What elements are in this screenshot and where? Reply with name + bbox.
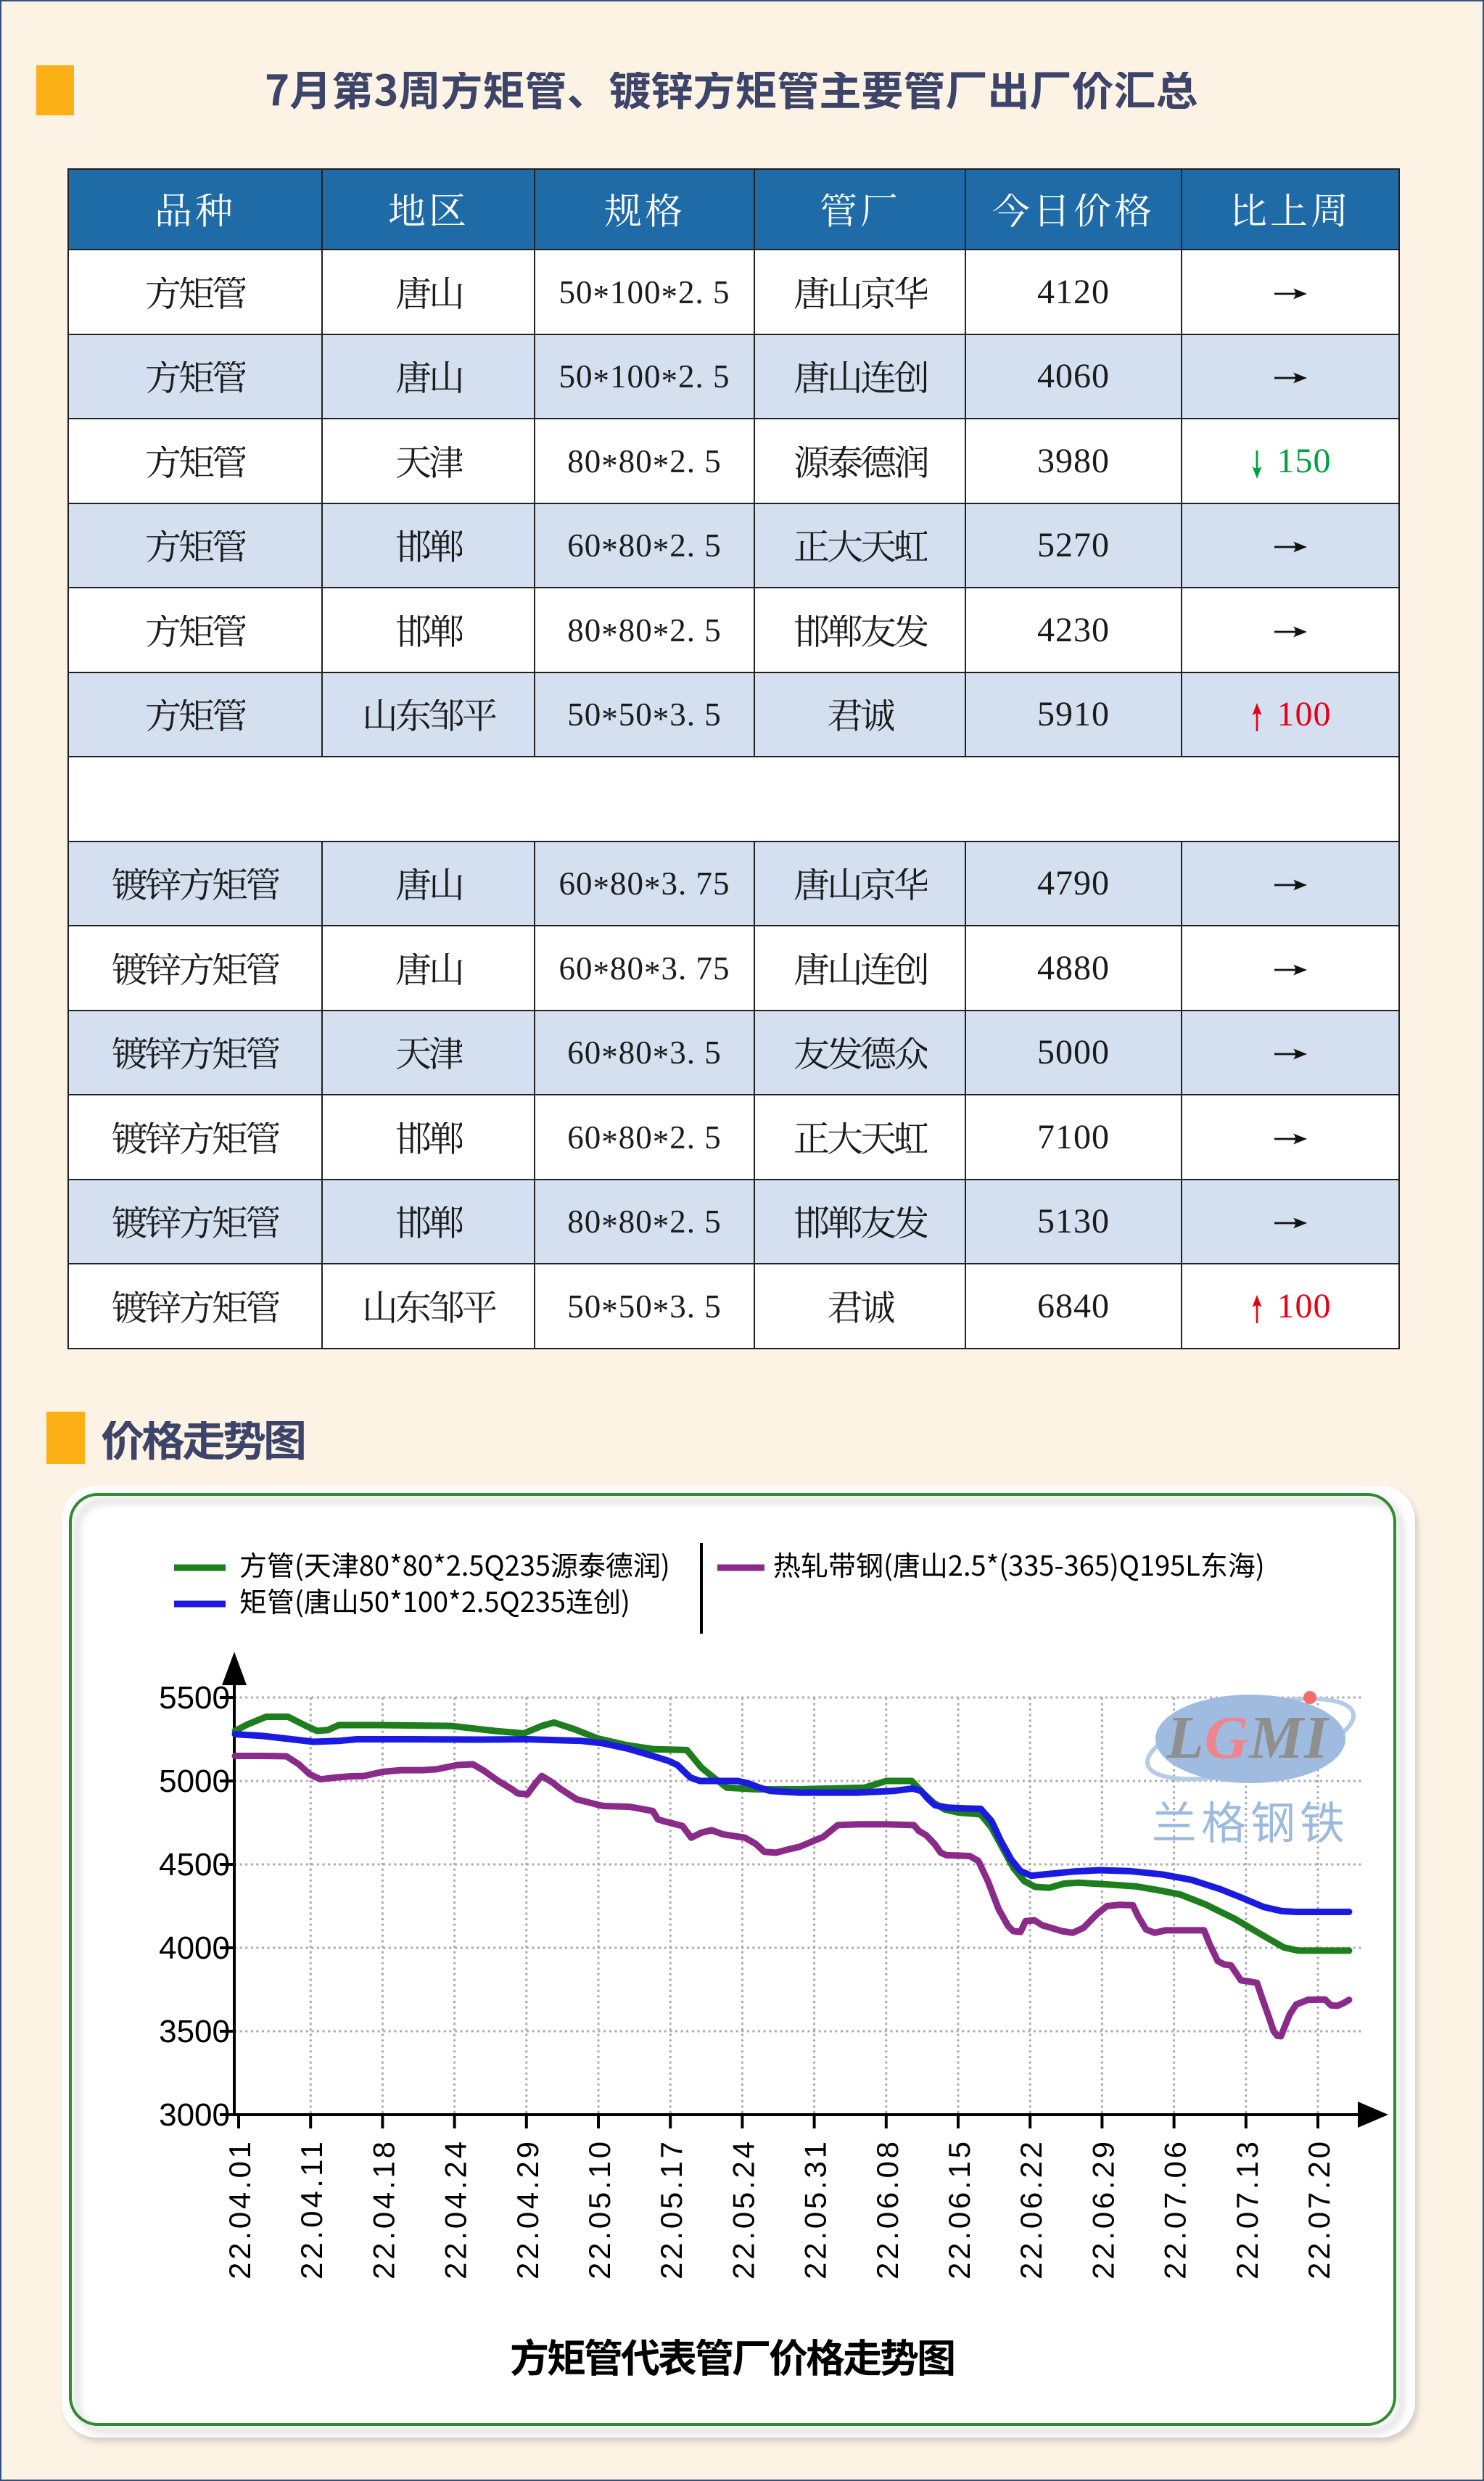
svg-text:22.06.22: 22.06.22: [1014, 2141, 1048, 2279]
svg-text:22.06.15: 22.06.15: [942, 2141, 976, 2279]
svg-text:22.04.01: 22.04.01: [223, 2141, 257, 2279]
svg-text:22.04.11: 22.04.11: [294, 2141, 329, 2279]
svg-text:22.07.06: 22.07.06: [1158, 2141, 1192, 2279]
svg-text:3000: 3000: [159, 2097, 230, 2133]
svg-text:22.07.13: 22.07.13: [1230, 2141, 1264, 2279]
svg-text:4000: 4000: [159, 1930, 230, 1966]
svg-text:5000: 5000: [159, 1764, 230, 1799]
svg-text:LGMI: LGMI: [1166, 1704, 1330, 1772]
svg-text:5500: 5500: [159, 1680, 230, 1716]
svg-text:22.05.31: 22.05.31: [799, 2141, 833, 2279]
svg-text:22.05.24: 22.05.24: [726, 2141, 760, 2279]
svg-text:22.06.29: 22.06.29: [1086, 2141, 1120, 2279]
svg-text:4500: 4500: [159, 1847, 230, 1883]
svg-text:22.07.20: 22.07.20: [1302, 2141, 1336, 2279]
svg-text:22.04.29: 22.04.29: [511, 2141, 545, 2279]
svg-text:22.04.18: 22.04.18: [366, 2141, 400, 2279]
svg-text:3500: 3500: [159, 2014, 230, 2049]
svg-text:22.04.24: 22.04.24: [439, 2141, 473, 2279]
svg-text:22.05.17: 22.05.17: [654, 2141, 688, 2279]
svg-text:22.05.10: 22.05.10: [582, 2141, 617, 2279]
svg-text:22.06.08: 22.06.08: [870, 2141, 904, 2279]
